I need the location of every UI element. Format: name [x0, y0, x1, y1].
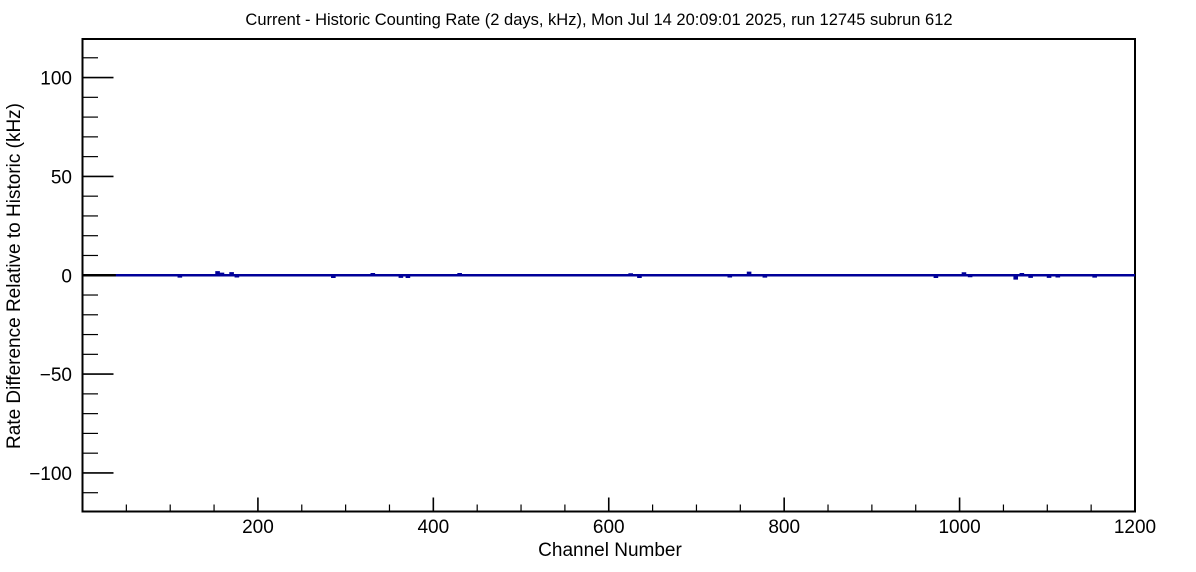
x-tick-label: 1000 — [938, 517, 980, 538]
chart-title: Current - Historic Counting Rate (2 days… — [245, 11, 952, 29]
x-tick-label: 400 — [417, 517, 449, 538]
y-axis-title: Rate Difference Relative to Historic (kH… — [4, 103, 25, 449]
axis-ticks — [82, 57, 1136, 512]
x-tick-label: 1200 — [1114, 517, 1156, 538]
x-tick-label: 600 — [593, 517, 625, 538]
y-tick-label: −50 — [40, 365, 72, 386]
y-tick-label: 100 — [40, 69, 72, 90]
x-tick-label: 800 — [768, 517, 800, 538]
axis-tick-labels: 200 400 600 800 1000 1200 −100 −50 0 50 100 — [29, 69, 1156, 538]
y-tick-label: −100 — [29, 464, 72, 485]
x-axis-title: Channel Number — [538, 540, 682, 561]
y-tick-label: 0 — [61, 266, 72, 287]
rate-difference-trace — [115, 271, 1135, 280]
x-tick-label: 200 — [242, 517, 274, 538]
y-tick-label: 50 — [51, 167, 72, 188]
data-series — [82, 271, 1135, 280]
